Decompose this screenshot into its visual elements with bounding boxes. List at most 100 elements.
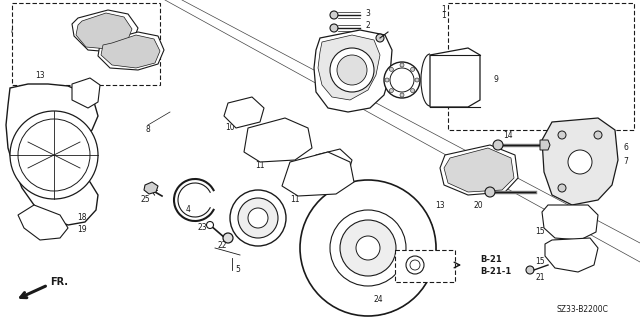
Text: 22: 22 — [217, 241, 227, 249]
Circle shape — [384, 62, 420, 98]
Polygon shape — [318, 35, 380, 100]
Circle shape — [462, 17, 472, 27]
Circle shape — [260, 229, 265, 234]
Circle shape — [527, 10, 553, 36]
Polygon shape — [458, 55, 508, 95]
Circle shape — [383, 251, 390, 258]
Circle shape — [365, 264, 371, 271]
Circle shape — [376, 228, 383, 235]
Circle shape — [410, 260, 420, 270]
Circle shape — [260, 202, 265, 207]
Circle shape — [411, 89, 415, 93]
Circle shape — [353, 228, 360, 235]
Circle shape — [598, 68, 612, 82]
Circle shape — [346, 251, 353, 258]
Circle shape — [568, 150, 592, 174]
Text: 12: 12 — [387, 76, 397, 85]
FancyBboxPatch shape — [395, 250, 455, 282]
Polygon shape — [430, 48, 480, 107]
Text: 5: 5 — [236, 265, 241, 275]
Circle shape — [327, 47, 337, 57]
Circle shape — [606, 16, 618, 28]
Polygon shape — [542, 118, 618, 205]
Circle shape — [532, 15, 548, 31]
Text: 17: 17 — [485, 188, 495, 197]
Circle shape — [558, 184, 566, 192]
FancyBboxPatch shape — [12, 3, 160, 85]
Circle shape — [400, 63, 404, 67]
Text: B-21-1: B-21-1 — [480, 268, 511, 277]
FancyBboxPatch shape — [448, 3, 634, 130]
Circle shape — [230, 190, 286, 246]
Text: 11: 11 — [291, 196, 300, 204]
Text: 1: 1 — [442, 5, 446, 14]
Text: 10: 10 — [225, 123, 235, 132]
Text: 13: 13 — [35, 71, 45, 80]
Circle shape — [607, 107, 617, 117]
Circle shape — [389, 89, 394, 93]
Circle shape — [493, 20, 513, 40]
Text: 13: 13 — [435, 201, 445, 210]
Text: 9: 9 — [493, 76, 499, 85]
Text: 18: 18 — [77, 213, 87, 222]
Circle shape — [608, 18, 616, 26]
Polygon shape — [72, 78, 100, 108]
Circle shape — [464, 19, 470, 25]
Circle shape — [487, 14, 519, 46]
Circle shape — [300, 180, 436, 316]
Circle shape — [411, 67, 415, 71]
Circle shape — [493, 140, 503, 150]
Circle shape — [601, 71, 609, 79]
Polygon shape — [224, 97, 264, 128]
Circle shape — [406, 256, 424, 274]
Polygon shape — [244, 118, 312, 162]
Circle shape — [340, 220, 396, 276]
Circle shape — [327, 63, 337, 73]
Text: B-21: B-21 — [480, 256, 502, 264]
Circle shape — [594, 131, 602, 139]
Text: 14: 14 — [503, 130, 513, 139]
Text: SZ33-B2200C: SZ33-B2200C — [556, 306, 608, 315]
Circle shape — [526, 266, 534, 274]
Text: FR.: FR. — [50, 277, 68, 287]
Circle shape — [244, 207, 249, 212]
Circle shape — [389, 67, 394, 71]
Text: 7: 7 — [623, 158, 628, 167]
Polygon shape — [76, 13, 132, 49]
Circle shape — [400, 93, 404, 97]
Circle shape — [415, 78, 419, 82]
Polygon shape — [312, 149, 352, 180]
Circle shape — [517, 57, 553, 93]
Text: 11: 11 — [255, 160, 265, 169]
Text: 1: 1 — [442, 11, 446, 19]
Polygon shape — [12, 8, 62, 50]
Circle shape — [223, 233, 233, 243]
Polygon shape — [282, 152, 354, 196]
Polygon shape — [101, 35, 160, 68]
Text: 16: 16 — [317, 50, 327, 60]
Circle shape — [330, 210, 406, 286]
Circle shape — [330, 11, 338, 19]
Polygon shape — [98, 32, 164, 70]
Circle shape — [330, 48, 374, 92]
Circle shape — [560, 65, 580, 85]
Circle shape — [462, 107, 472, 117]
Text: 23: 23 — [197, 224, 207, 233]
Polygon shape — [18, 205, 68, 240]
Text: 15: 15 — [535, 257, 545, 266]
Text: 4: 4 — [186, 205, 191, 214]
Polygon shape — [545, 238, 598, 272]
Circle shape — [18, 119, 90, 191]
Text: 19: 19 — [77, 226, 87, 234]
Text: 16: 16 — [317, 68, 327, 77]
Circle shape — [567, 16, 579, 28]
Polygon shape — [6, 84, 98, 225]
Text: 21: 21 — [535, 273, 545, 283]
Polygon shape — [314, 30, 392, 112]
Text: 3: 3 — [365, 9, 371, 18]
Polygon shape — [440, 145, 518, 195]
Circle shape — [10, 111, 98, 199]
Circle shape — [569, 18, 577, 26]
Polygon shape — [144, 182, 158, 194]
Polygon shape — [540, 140, 550, 150]
